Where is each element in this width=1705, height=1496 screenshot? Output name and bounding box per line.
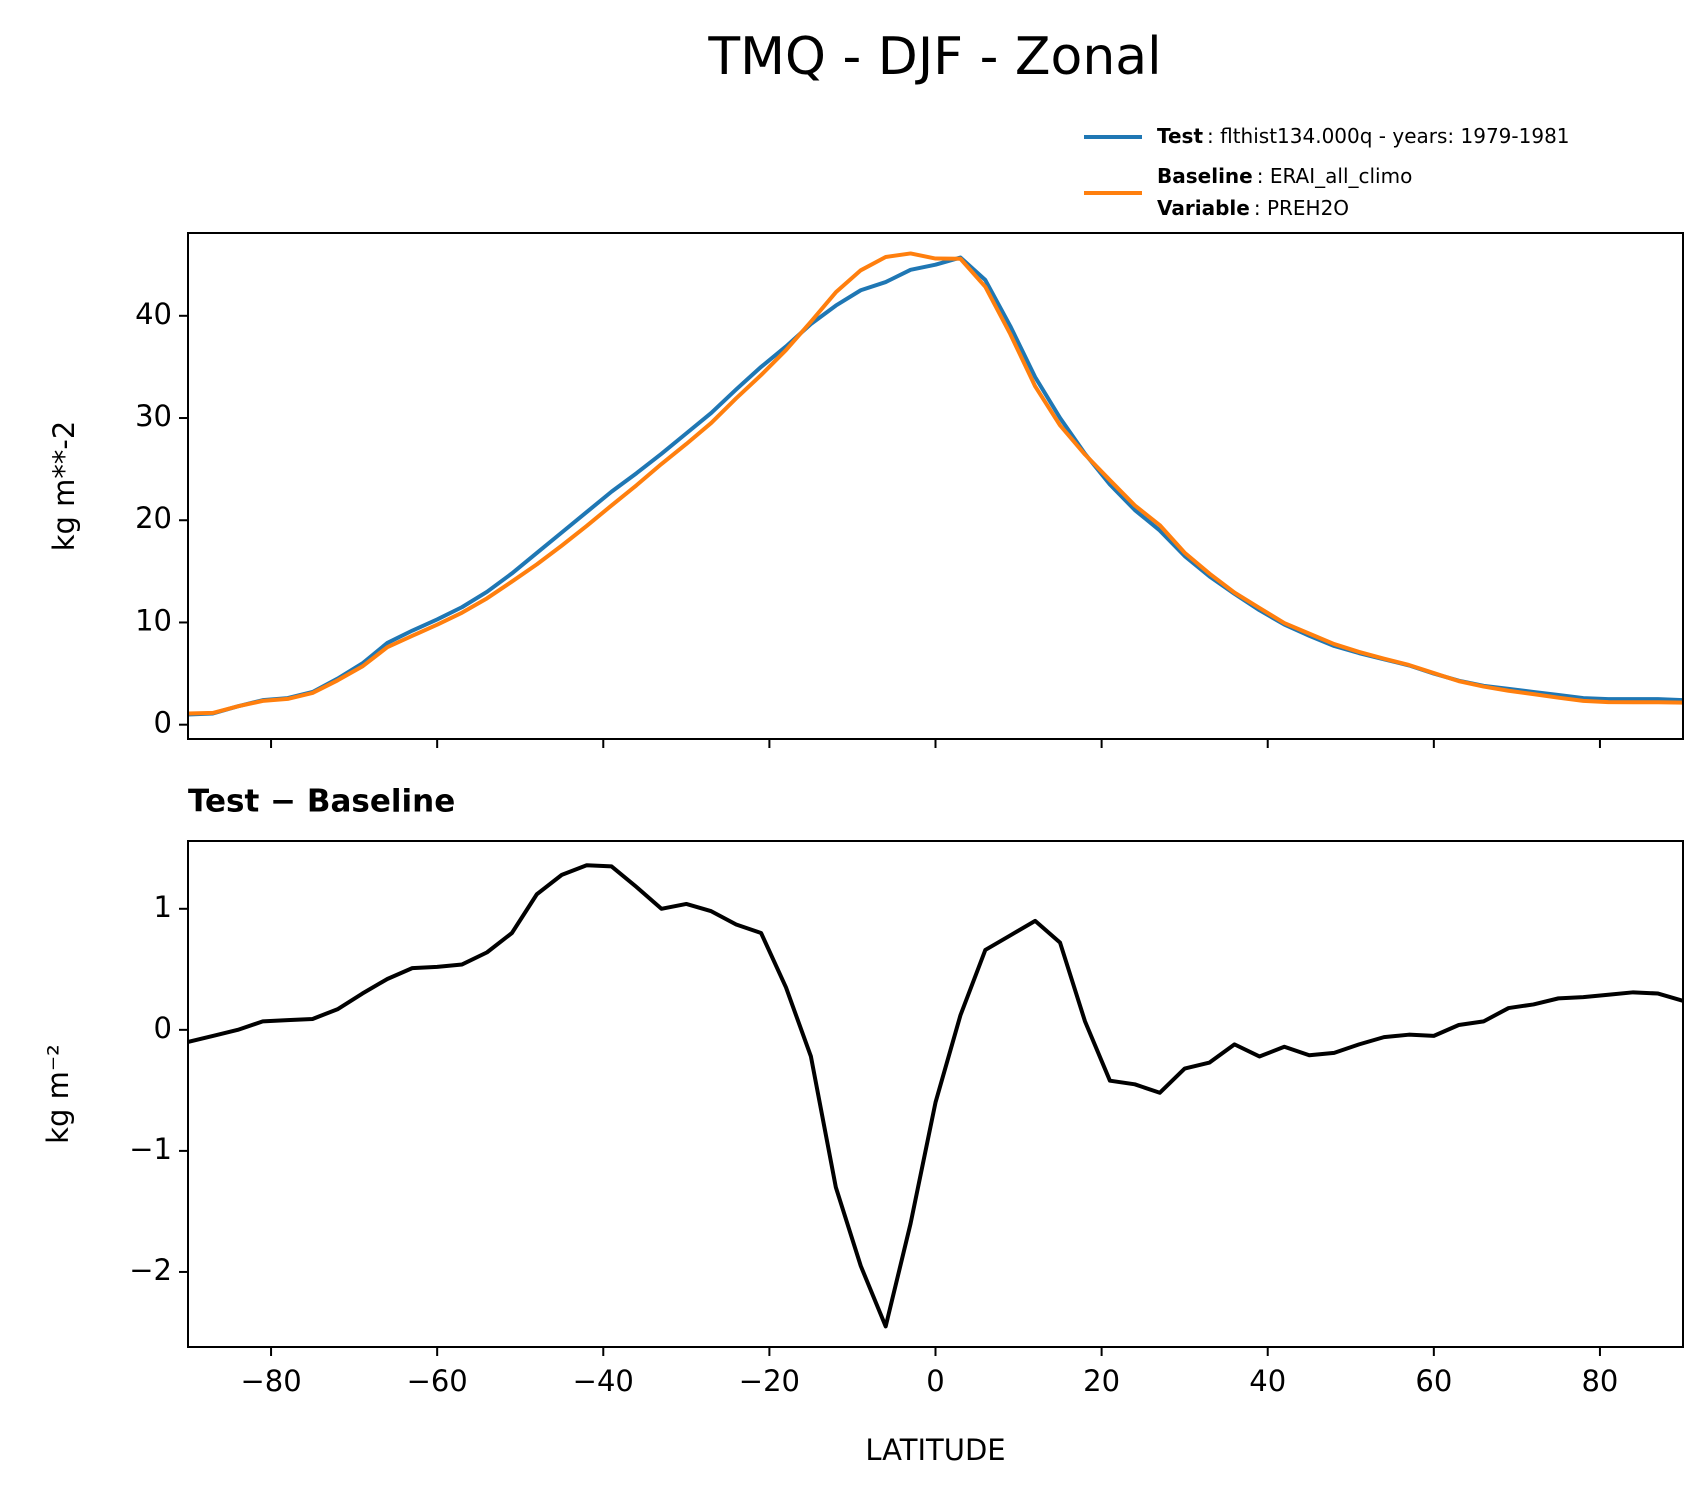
legend-description: : ERAI_all_climo (1257, 164, 1413, 188)
y-tick-label: 20 (135, 501, 172, 535)
y-axis-label: kg m**-2 (47, 421, 81, 552)
x-tick-label: 0 (926, 1364, 944, 1398)
legend-description: : PREH2O (1254, 196, 1349, 220)
y-tick-label: 1 (154, 890, 172, 924)
y-tick-label: −1 (129, 1132, 172, 1166)
y-tick-label: −2 (129, 1253, 172, 1287)
axes-title: Test − Baseline (188, 784, 455, 820)
x-tick-label: 80 (1581, 1364, 1618, 1398)
y-axis-label: kg m⁻² (41, 1044, 75, 1144)
x-tick-label: 20 (1083, 1364, 1120, 1398)
axes-frame (187, 840, 1684, 1348)
legend-name: Baseline (1157, 164, 1253, 188)
legend-label: Variable: PREH2O (1157, 196, 1349, 220)
y-tick-label: 0 (154, 706, 172, 740)
x-tick-label: −40 (573, 1364, 634, 1398)
legend-description: : flthist134.000q - years: 1979-1981 (1207, 124, 1570, 148)
legend-name: Test (1157, 124, 1203, 148)
x-tick-label: −20 (739, 1364, 800, 1398)
axes-frame (187, 232, 1684, 740)
figure-title: TMQ - DJF - Zonal (707, 27, 1161, 87)
legend-label: Test: flthist134.000q - years: 1979-1981 (1157, 124, 1570, 148)
y-tick-label: 30 (135, 399, 172, 433)
legend-name: Variable (1157, 196, 1250, 220)
x-tick-label: 40 (1249, 1364, 1286, 1398)
legend-label: Baseline: ERAI_all_climo (1157, 164, 1412, 188)
data-line (188, 863, 1683, 1329)
y-tick-label: 10 (135, 603, 172, 637)
x-tick-label: −80 (240, 1364, 301, 1398)
x-axis-label: LATITUDE (865, 1433, 1005, 1467)
data-line (188, 251, 1683, 716)
x-tick-label: −60 (407, 1364, 468, 1398)
y-tick-label: 40 (135, 297, 172, 331)
x-tick-label: 60 (1415, 1364, 1452, 1398)
y-tick-label: 0 (154, 1011, 172, 1045)
